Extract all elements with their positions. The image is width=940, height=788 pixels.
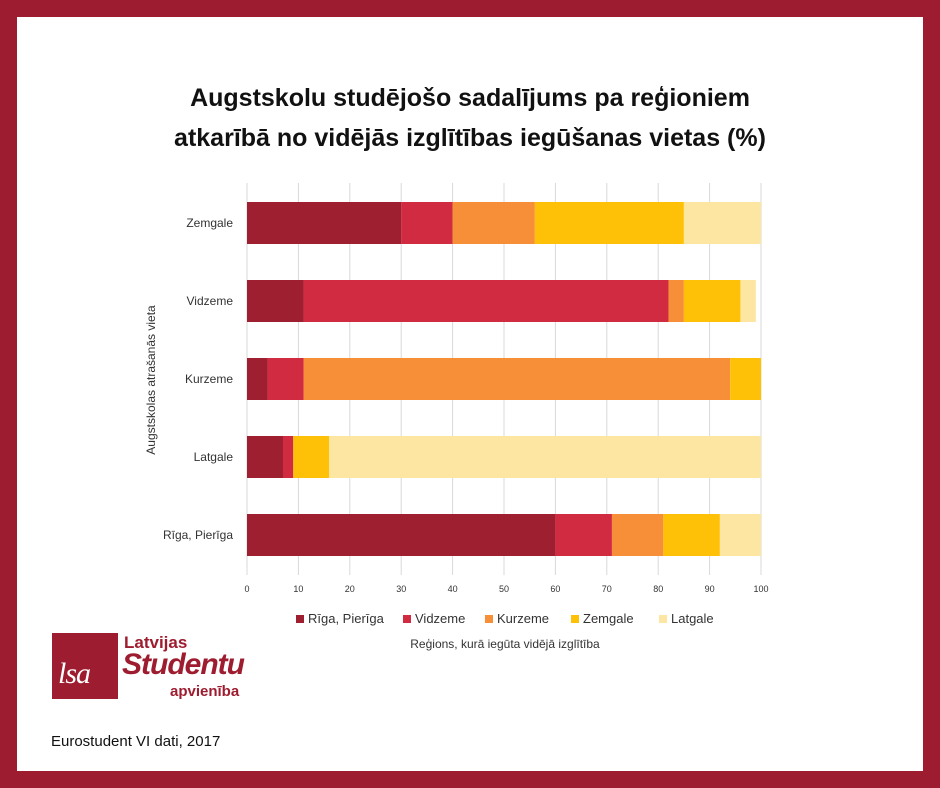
x-tick-label: 40 [448, 584, 458, 594]
bar-segment [247, 436, 283, 478]
x-tick-label: 10 [293, 584, 303, 594]
bar-segment [247, 202, 402, 244]
legend-label: Zemgale [583, 611, 634, 626]
bar-segment [683, 202, 761, 244]
legend-label: Kurzeme [497, 611, 549, 626]
y-tick-label: Rīga, Pierīga [163, 528, 233, 542]
x-tick-label: 80 [653, 584, 663, 594]
legend-label: Latgale [671, 611, 714, 626]
legend-label: Rīga, Pierīga [308, 611, 385, 626]
bar-segment [452, 202, 535, 244]
y-axis-label: Augstskolas atrašanās vieta [144, 305, 158, 455]
bar-segment [740, 280, 756, 322]
bar-segment [247, 358, 268, 400]
bar-segment [611, 514, 664, 556]
title-line-2: atkarībā no vidējās izglītības iegūšanas… [174, 124, 766, 152]
source-note: Eurostudent VI dati, 2017 [51, 733, 221, 750]
logo-mark: lsa [52, 633, 118, 699]
logo: lsa Latvijas Studentu apvienība [52, 633, 252, 703]
bar-segment [730, 358, 761, 400]
bar-segment [534, 202, 684, 244]
legend-swatch [571, 615, 579, 623]
bar-segment [663, 514, 720, 556]
legend-swatch [659, 615, 667, 623]
bar-segment [247, 280, 304, 322]
x-tick-label: 90 [705, 584, 715, 594]
x-tick-label: 100 [753, 584, 768, 594]
bar-segment [683, 280, 741, 322]
x-tick-label: 50 [499, 584, 509, 594]
x-tick-label: 20 [345, 584, 355, 594]
legend-swatch [485, 615, 493, 623]
bar-segment [719, 514, 761, 556]
bar-segment [303, 280, 669, 322]
bar-segment [555, 514, 612, 556]
y-tick-label: Kurzeme [185, 372, 233, 386]
x-axis-label: Reģions, kurā iegūta vidējā izglītība [410, 637, 600, 651]
y-tick-label: Zemgale [186, 216, 233, 230]
x-tick-label: 0 [244, 584, 249, 594]
x-tick-label: 60 [550, 584, 560, 594]
bar-segment [329, 436, 761, 478]
logo-line-1: Latvijas [124, 633, 188, 652]
logo-line-2: Studentu [122, 648, 245, 681]
x-tick-label: 30 [396, 584, 406, 594]
bar-segment [267, 358, 304, 400]
x-tick-label: 70 [602, 584, 612, 594]
title-line-1: Augstskolu studējošo sadalījums pa reģio… [190, 84, 750, 112]
bar-segment [282, 436, 294, 478]
y-tick-label: Latgale [194, 450, 234, 464]
bar-segment [247, 514, 556, 556]
y-tick-label: Vidzeme [187, 294, 234, 308]
chart-title: Augstskolu studējošo sadalījums pa reģio… [0, 78, 940, 158]
bar-segment [303, 358, 731, 400]
legend-swatch [403, 615, 411, 623]
bar-segment [668, 280, 684, 322]
bar-segment [401, 202, 453, 244]
legend-swatch [296, 615, 304, 623]
logo-line-3: apvienība [170, 683, 240, 700]
bar-segment [293, 436, 330, 478]
legend-label: Vidzeme [415, 611, 465, 626]
logo-mark-text: lsa [58, 657, 91, 690]
